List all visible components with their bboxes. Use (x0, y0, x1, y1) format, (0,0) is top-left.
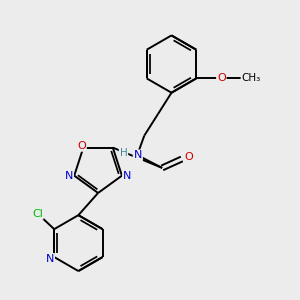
Text: N: N (134, 150, 142, 161)
Text: N: N (123, 171, 131, 181)
Text: Cl: Cl (32, 209, 43, 219)
Text: N: N (46, 254, 54, 264)
Text: O: O (77, 141, 86, 151)
Text: O: O (217, 74, 226, 83)
Text: N: N (65, 171, 73, 181)
Text: O: O (184, 152, 193, 162)
Text: CH₃: CH₃ (242, 74, 261, 83)
Text: H: H (120, 148, 128, 158)
